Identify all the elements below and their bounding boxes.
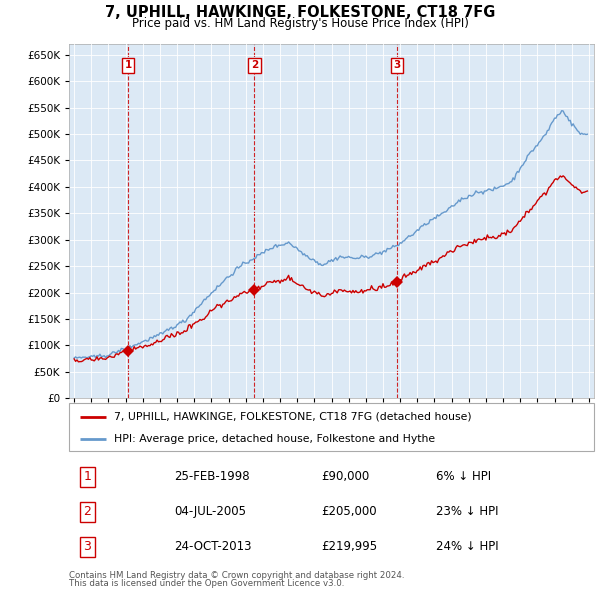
Text: 7, UPHILL, HAWKINGE, FOLKESTONE, CT18 7FG: 7, UPHILL, HAWKINGE, FOLKESTONE, CT18 7F…: [105, 5, 495, 19]
Text: £219,995: £219,995: [321, 540, 377, 553]
Text: 6% ↓ HPI: 6% ↓ HPI: [437, 470, 491, 483]
Text: Contains HM Land Registry data © Crown copyright and database right 2024.: Contains HM Land Registry data © Crown c…: [69, 571, 404, 579]
Text: 1: 1: [124, 60, 131, 70]
Text: 2: 2: [251, 60, 258, 70]
Text: 23% ↓ HPI: 23% ↓ HPI: [437, 505, 499, 519]
Text: HPI: Average price, detached house, Folkestone and Hythe: HPI: Average price, detached house, Folk…: [113, 434, 435, 444]
Text: 24% ↓ HPI: 24% ↓ HPI: [437, 540, 499, 553]
Text: 2: 2: [83, 505, 91, 519]
Text: 3: 3: [83, 540, 91, 553]
Text: £205,000: £205,000: [321, 505, 377, 519]
Text: £90,000: £90,000: [321, 470, 369, 483]
Text: 04-JUL-2005: 04-JUL-2005: [174, 505, 246, 519]
Text: 3: 3: [393, 60, 400, 70]
Text: 25-FEB-1998: 25-FEB-1998: [174, 470, 250, 483]
Text: 7, UPHILL, HAWKINGE, FOLKESTONE, CT18 7FG (detached house): 7, UPHILL, HAWKINGE, FOLKESTONE, CT18 7F…: [113, 411, 471, 421]
Text: 24-OCT-2013: 24-OCT-2013: [174, 540, 251, 553]
Text: Price paid vs. HM Land Registry's House Price Index (HPI): Price paid vs. HM Land Registry's House …: [131, 17, 469, 30]
Text: This data is licensed under the Open Government Licence v3.0.: This data is licensed under the Open Gov…: [69, 579, 344, 588]
FancyBboxPatch shape: [69, 403, 594, 451]
Text: 1: 1: [83, 470, 91, 483]
